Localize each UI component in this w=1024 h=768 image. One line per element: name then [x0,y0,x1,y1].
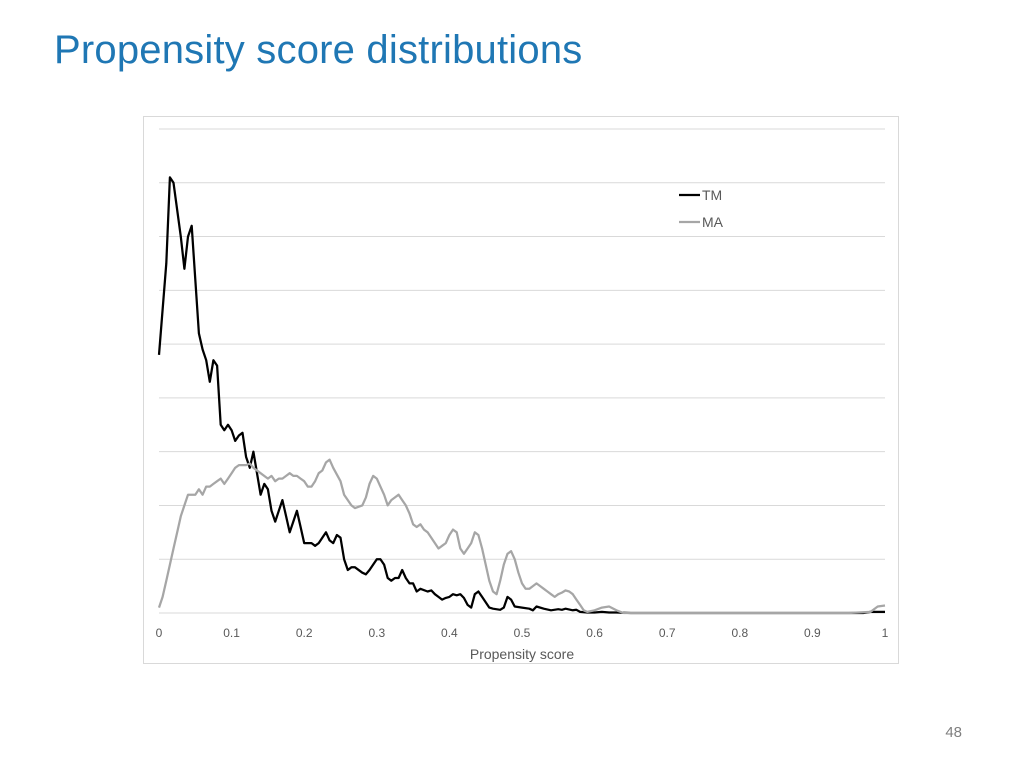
slide-title: Propensity score distributions [54,28,583,72]
propensity-line-chart: 0 0.1 0.2 0.3 0.4 0.5 0.6 0.7 0.8 0.9 1 Propensity … [156,128,889,662]
x-tick-label: 0.1 [223,626,240,640]
series-line-ma [157,458,886,615]
page-number: 48 [945,724,962,741]
x-tick-label: 0.2 [296,626,313,640]
legend-label-ma: MA [702,214,724,230]
chart-area: 0 0.1 0.2 0.3 0.4 0.5 0.6 0.7 0.8 0.9 1 Propensity … [143,116,899,664]
x-tick-label: 0.8 [731,626,748,640]
x-tick-label: 0.3 [368,626,385,640]
x-tick-label: 0.5 [514,626,531,640]
x-tick-label: 0 [156,626,163,640]
x-tick-label: 0.4 [441,626,458,640]
legend-label-tm: TM [702,187,722,203]
x-tick-label: 0.9 [804,626,821,640]
x-tick-label: 0.6 [586,626,603,640]
x-tick-label: 1 [882,626,889,640]
series-line-tm [157,176,885,615]
x-axis-title: Propensity score [470,646,574,662]
x-tick-label: 0.7 [659,626,676,640]
